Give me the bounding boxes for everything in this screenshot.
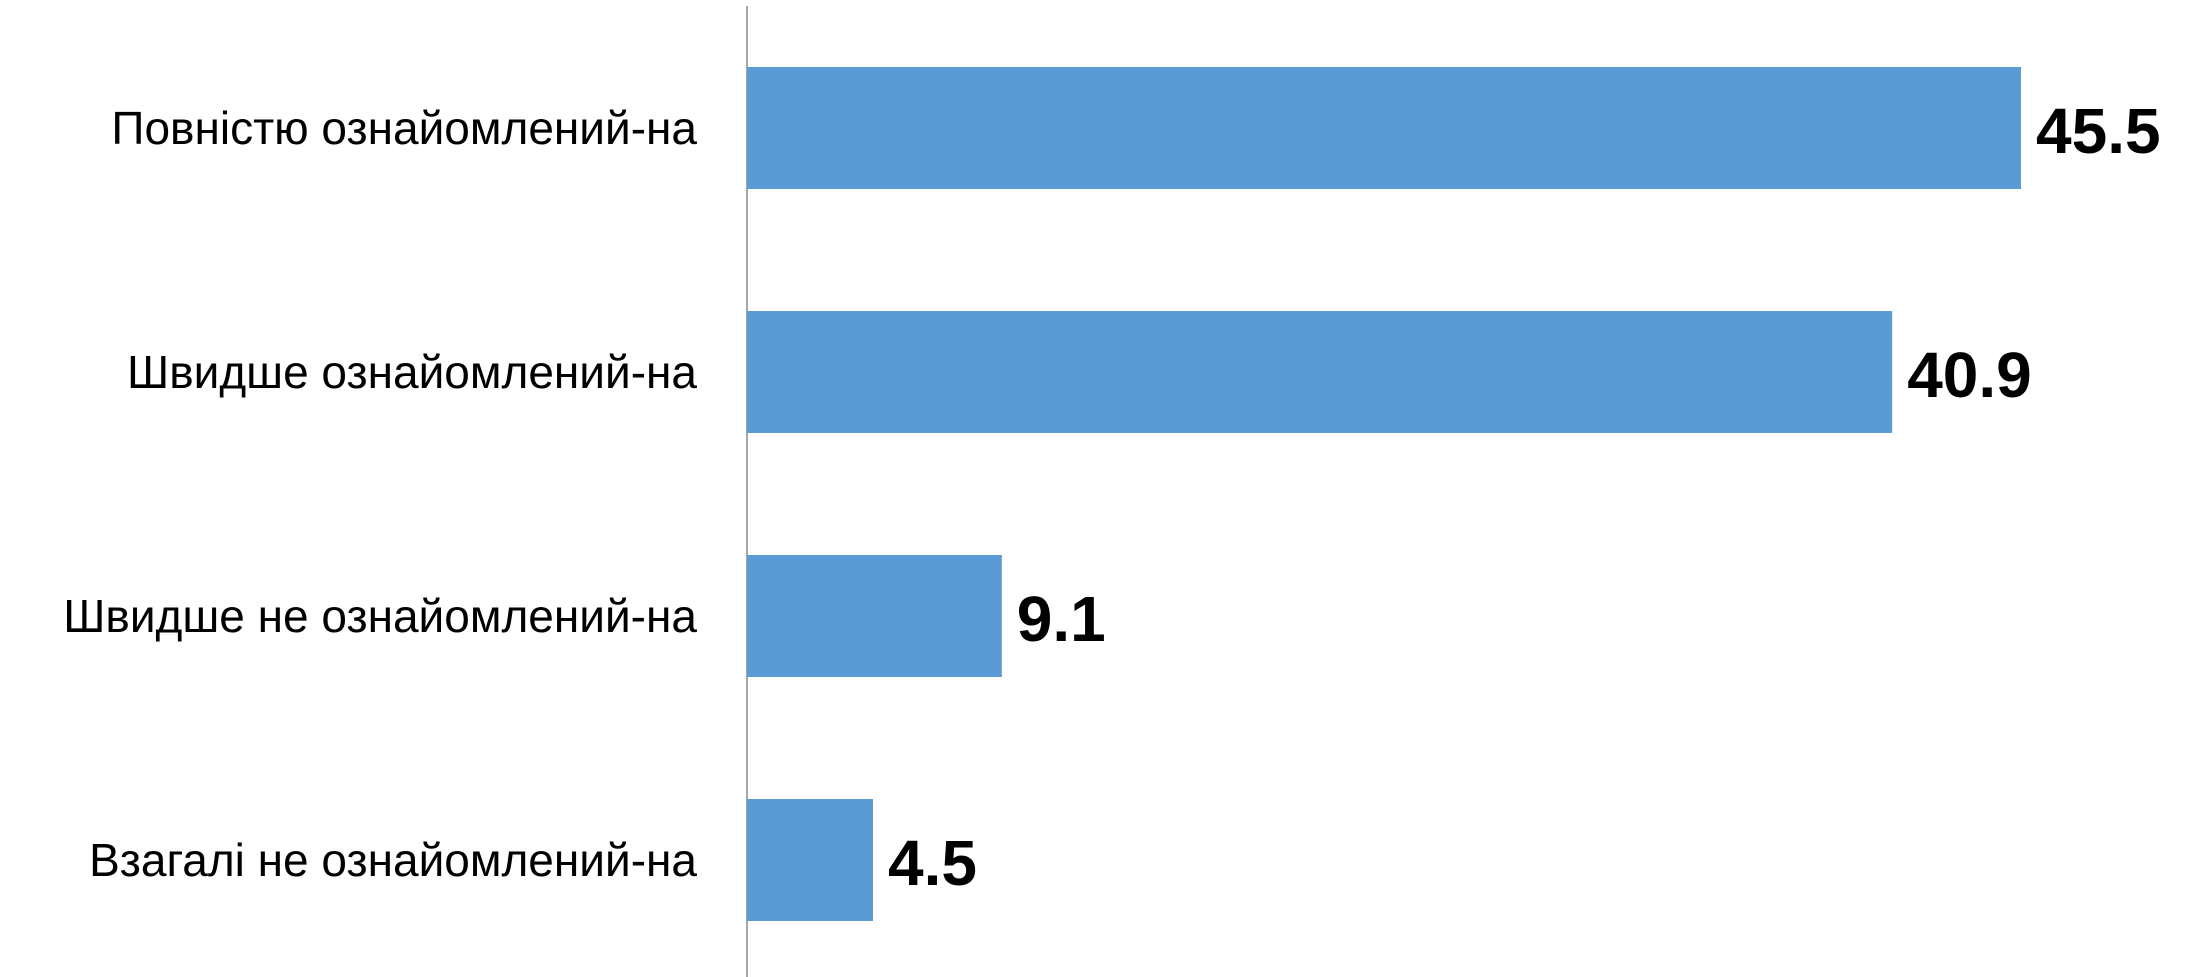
category-label: Повністю ознайомлений-на <box>111 102 697 154</box>
bar-2 <box>747 311 1893 433</box>
data-label: 40.9 <box>1907 339 2032 411</box>
bar-3 <box>747 555 1002 677</box>
category-label: Швидше ознайомлений-на <box>127 346 697 398</box>
data-label: 9.1 <box>1017 583 1106 655</box>
bar-4 <box>747 799 873 921</box>
bar-1 <box>747 67 2021 189</box>
value-labels-group: 45.5 40.9 9.1 4.5 <box>888 95 2161 899</box>
category-label: Взагалі не ознайомлений-на <box>89 834 697 886</box>
bars-group <box>747 67 2021 921</box>
category-label: Швидше не ознайомлений-на <box>63 590 697 642</box>
data-label: 4.5 <box>888 827 977 899</box>
data-label: 45.5 <box>2036 95 2161 167</box>
category-labels-group: Повністю ознайомлений-на Швидше ознайомле… <box>63 102 697 886</box>
